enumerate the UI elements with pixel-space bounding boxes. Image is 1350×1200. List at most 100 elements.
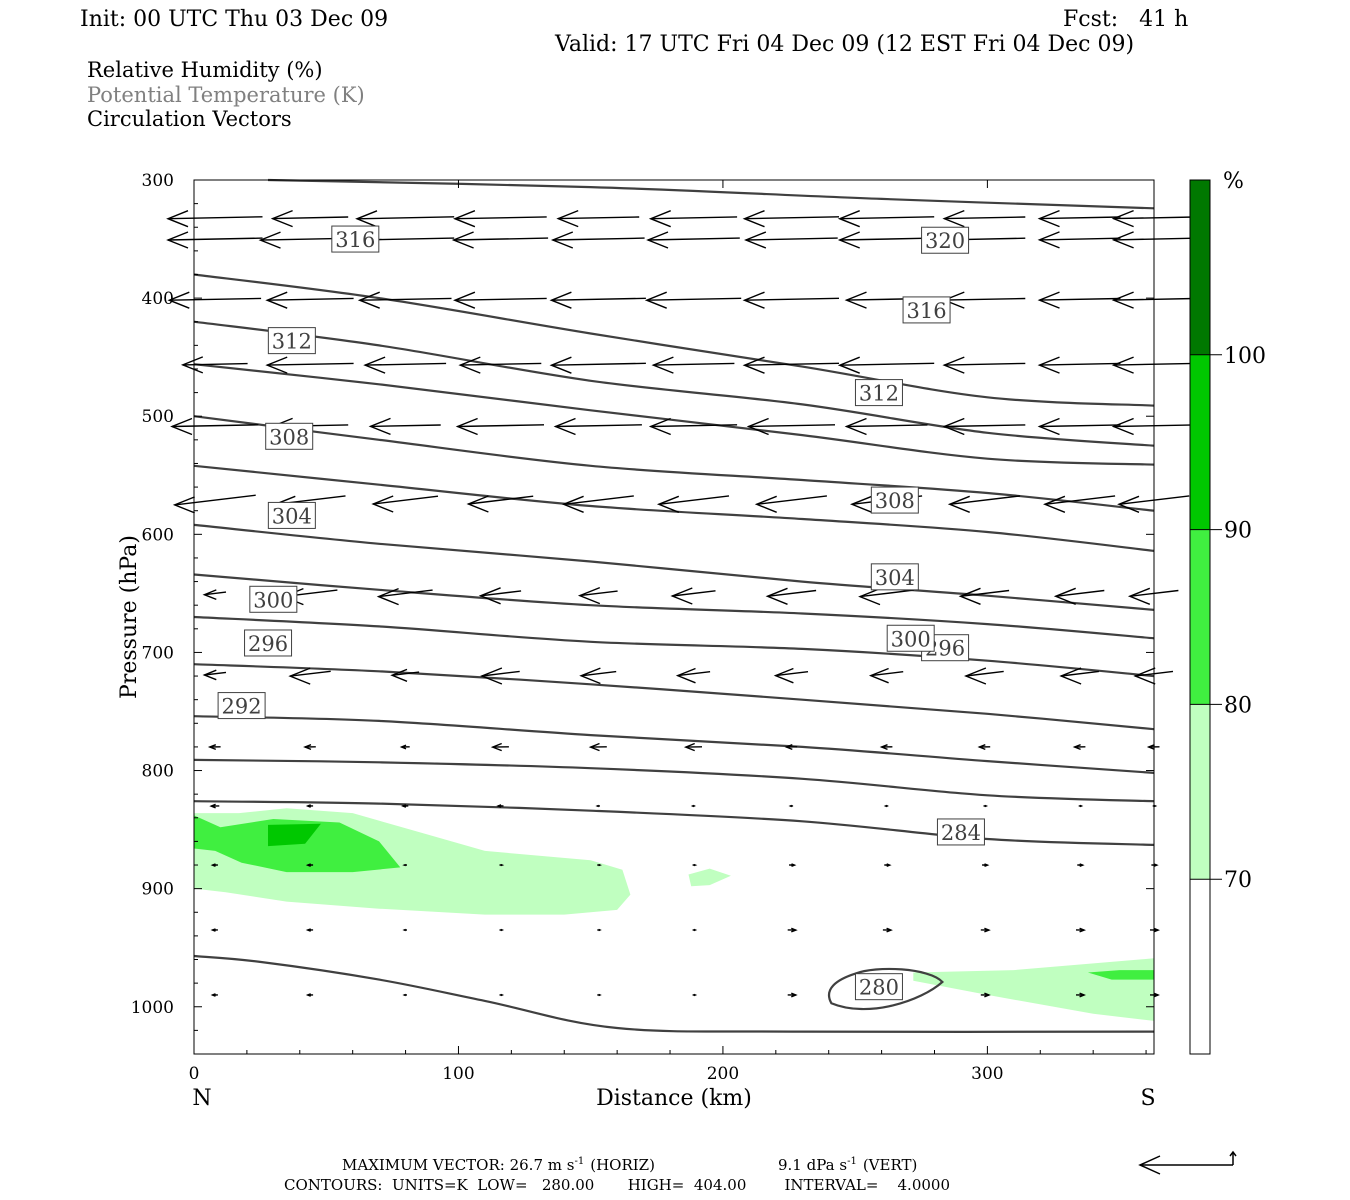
- circulation-vector: [942, 209, 1026, 228]
- colorbar-level-label: 100: [1224, 344, 1266, 369]
- circulation-vector: [744, 231, 838, 249]
- circulation-vector: [942, 417, 1026, 436]
- circulation-vector: [683, 742, 703, 752]
- contour-label-box-304: [267, 501, 316, 529]
- rh-region-90: [268, 823, 321, 847]
- legend-circulation-vectors: Circulation Vectors: [87, 107, 292, 131]
- y-axis-label: Pressure (hPa): [117, 535, 142, 699]
- circulation-vector: [742, 356, 840, 374]
- contour-label-box-280: [854, 973, 903, 1001]
- circulation-vector: [305, 804, 314, 808]
- circulation-vector: [656, 495, 730, 513]
- circulation-vector: [390, 668, 420, 682]
- circulation-vector: [742, 291, 840, 309]
- colorbar-level-label: 80: [1224, 693, 1252, 718]
- circulation-vector: [789, 863, 797, 867]
- colorbar-swatch: [1190, 879, 1210, 1054]
- colorbar-swatch: [1190, 180, 1210, 355]
- theta-contour-280: [193, 954, 1155, 1033]
- circulation-vector: [549, 291, 646, 309]
- contour-label-312: 312: [272, 330, 312, 354]
- circulation-vector: [453, 291, 547, 309]
- circulation-vector: [172, 494, 256, 514]
- contour-label-box-300: [249, 585, 298, 613]
- circulation-vector: [368, 417, 441, 436]
- y-tick-label: 600: [142, 525, 174, 545]
- circulation-vector: [167, 291, 262, 309]
- circulation-vector: [270, 209, 349, 228]
- circulation-vector: [784, 744, 798, 751]
- circulation-vector: [207, 744, 221, 751]
- circulation-vector: [210, 863, 218, 867]
- contour-label-308: 308: [269, 425, 309, 449]
- contour-label-300: 300: [253, 588, 293, 612]
- circulation-vector: [958, 587, 1010, 605]
- circulation-vector: [1037, 231, 1121, 249]
- rh-region-70: [913, 958, 1154, 1021]
- circulation-vector: [303, 744, 316, 751]
- contour-label-316: 316: [907, 299, 947, 323]
- circulation-vector: [166, 210, 263, 228]
- circulation-vector: [746, 417, 836, 436]
- contour-label-292: 292: [222, 695, 262, 719]
- circulation-vector: [980, 927, 991, 933]
- circulation-vector: [402, 928, 407, 932]
- circulation-vector: [977, 744, 991, 751]
- circulation-vector: [690, 804, 696, 808]
- circulation-vector: [1037, 291, 1121, 309]
- contour-label-280: 280: [859, 976, 899, 1000]
- colorbar-level-label: 90: [1224, 519, 1252, 544]
- circulation-vector: [553, 417, 642, 436]
- circulation-vector: [882, 927, 893, 933]
- circulation-vector: [879, 744, 893, 751]
- circulation-vector: [692, 863, 698, 867]
- north-endpoint-label: N: [192, 1086, 211, 1111]
- circulation-vector: [288, 667, 331, 685]
- contour-label-300: 300: [891, 627, 931, 651]
- contour-label-box-292: [217, 692, 266, 720]
- init-time: Init: 00 UTC Thu 03 Dec 09: [80, 7, 388, 32]
- theta-contour-316: [193, 415, 1155, 512]
- circulation-vector: [496, 804, 504, 808]
- circulation-vector: [980, 992, 991, 998]
- contour-label-box-284: [936, 818, 985, 846]
- circulation-vector: [577, 586, 618, 605]
- y-tick-label: 500: [142, 407, 174, 427]
- circulation-vector: [754, 495, 827, 513]
- rh-region-80: [1087, 970, 1154, 980]
- theta-contour-304: [193, 573, 1155, 640]
- circulation-vector: [363, 356, 447, 374]
- circulation-vector: [942, 291, 1026, 309]
- circulation-vector: [964, 667, 1004, 685]
- circulation-vector: [166, 231, 263, 249]
- circulation-vector: [451, 231, 549, 249]
- x-tick-label: 0: [189, 1064, 200, 1084]
- circulation-vector: [844, 417, 928, 436]
- colorbar-level-label: 70: [1224, 868, 1252, 893]
- contour-label-308: 308: [875, 489, 915, 513]
- circulation-vector: [402, 993, 408, 997]
- y-tick-label: 800: [142, 762, 174, 782]
- circulation-vector: [209, 803, 220, 809]
- circulation-vector: [458, 356, 542, 374]
- circulation-vector: [180, 356, 248, 374]
- rh-region-70: [688, 868, 731, 887]
- max-vector-text: MAXIMUM VECTOR: 26.7 m s-1 (HORIZ): [342, 1156, 655, 1174]
- circulation-vector: [883, 804, 889, 808]
- theta-contour-296: [193, 663, 1155, 731]
- x-tick-label: 200: [707, 1064, 739, 1084]
- theta-contour-284: [193, 800, 1155, 846]
- theta-contour-312: [193, 464, 1155, 552]
- theta-contour-280-closed: [828, 967, 945, 1011]
- theta-contour-308: [193, 523, 1155, 611]
- legend-relative-humidity: Relative Humidity (%): [87, 58, 323, 82]
- circulation-vector: [773, 667, 809, 684]
- circulation-vector: [947, 495, 1020, 513]
- contour-label-box-316: [902, 296, 951, 324]
- colorbar-frame: [1189, 179, 1211, 1055]
- contour-label-304: 304: [875, 566, 915, 590]
- circulation-vector: [466, 495, 534, 513]
- circulation-vector: [399, 744, 410, 750]
- colorbar-swatch: [1190, 704, 1210, 880]
